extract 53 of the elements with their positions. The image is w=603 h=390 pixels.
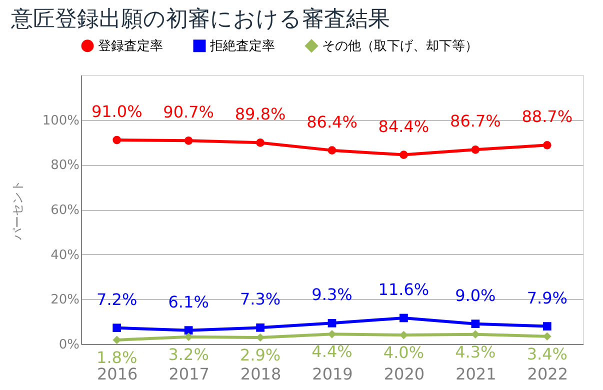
data-label: 1.8% [96, 348, 138, 367]
x-tick-label: 2017 [168, 364, 210, 384]
point [400, 150, 408, 159]
chart-title: 意匠登録出願の初審における審査結果 [10, 7, 390, 32]
point [184, 326, 193, 335]
legend-label: 拒絶査定率 [209, 38, 275, 54]
data-label: 4.4% [312, 342, 352, 362]
point [542, 140, 552, 150]
data-label: 7.9% [526, 288, 568, 308]
data-label: 84.4% [378, 116, 430, 136]
point [256, 323, 264, 332]
point [256, 138, 264, 147]
x-tick-label: 2016 [97, 364, 138, 384]
data-label: 2.9% [240, 346, 281, 364]
data-label: 90.7% [163, 102, 214, 122]
y-tick-label: 60% [50, 203, 80, 218]
data-label: 3.4% [526, 344, 568, 364]
data-label: 4.3% [455, 342, 496, 362]
point [471, 145, 480, 154]
point [328, 318, 336, 328]
y-tick-label: 80% [50, 158, 80, 174]
data-label: 6.1% [168, 292, 209, 312]
point [112, 136, 122, 144]
data-label: 4.0% [383, 343, 424, 362]
data-label: 88.7% [522, 107, 573, 126]
x-tick-label: 2020 [384, 364, 425, 384]
data-label: 86.4% [306, 112, 358, 132]
data-label: 91.0% [91, 102, 142, 122]
legend-label: その他（取下げ、却下等） [322, 38, 478, 54]
x-tick-label: 2019 [312, 364, 353, 384]
data-label: 11.6% [378, 280, 430, 299]
y-tick-label: 100% [42, 113, 80, 128]
data-label: 7.2% [96, 290, 138, 309]
point [400, 314, 408, 322]
point [542, 322, 552, 330]
data-label: 9.3% [312, 285, 352, 304]
point [471, 320, 480, 328]
data-label: 89.8% [234, 104, 286, 124]
data-label: 86.7% [450, 112, 501, 131]
x-tick-label: 2018 [240, 364, 282, 384]
point [328, 146, 336, 154]
legend-label: 登録査定率 [98, 38, 163, 54]
x-tick-label: 2021 [456, 364, 496, 384]
data-label: 7.3% [240, 290, 281, 309]
y-tick-label: 20% [50, 292, 80, 308]
point [112, 324, 122, 332]
x-tick-label: 2022 [527, 364, 568, 384]
y-tick-label: 0% [58, 338, 80, 352]
data-label: 9.0% [455, 286, 496, 305]
point [184, 136, 193, 145]
y-axis-title: パーセント [10, 180, 24, 241]
y-tick-label: 40% [50, 248, 80, 263]
data-label: 3.2% [168, 344, 209, 364]
